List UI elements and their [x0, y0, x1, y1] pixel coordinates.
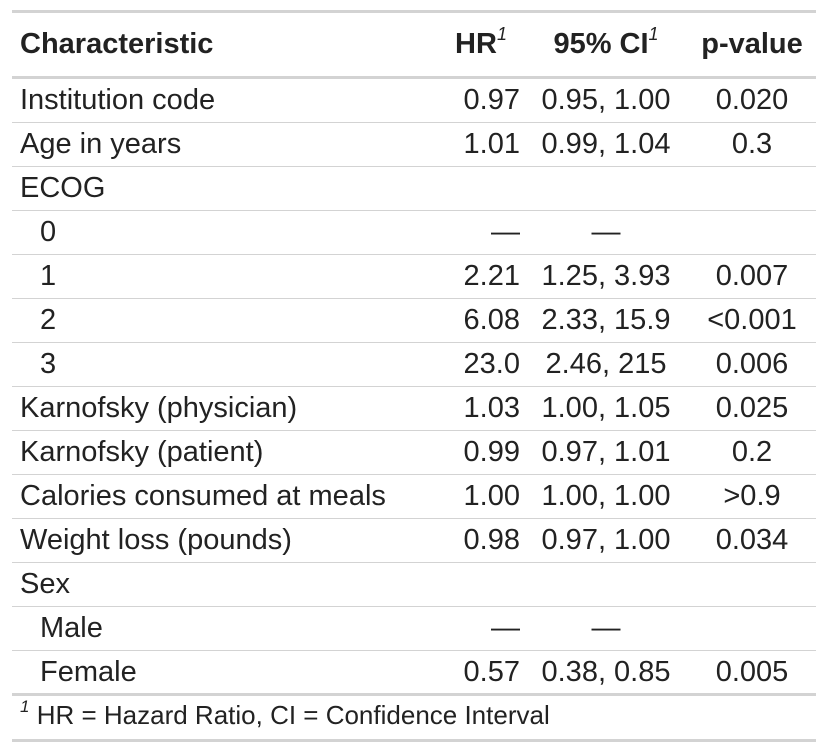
top-rule: [12, 10, 816, 13]
p-value: 0.3: [688, 122, 816, 167]
table-row: Institution code 0.97 0.95, 1.00 0.020: [12, 79, 816, 123]
hr-value: 1.01: [438, 122, 524, 167]
table-row: Karnofsky (patient) 0.99 0.97, 1.01 0.2: [12, 430, 816, 475]
footnote-marker: 1: [20, 697, 30, 716]
ci-value: 0.95, 1.00: [524, 79, 688, 123]
hr-value: 23.0: [438, 342, 524, 387]
table-row: Sex: [12, 562, 816, 607]
ci-footnote-marker: 1: [648, 24, 659, 44]
footnote-text: HR = Hazard Ratio, CI = Confidence Inter…: [36, 700, 550, 730]
hr-footnote-marker: 1: [496, 24, 507, 44]
ci-value: 0.99, 1.04: [524, 122, 688, 167]
hazard-ratio-table: Characteristic HR1 95% CI1 p-value Insti…: [12, 13, 816, 694]
ci-value: 2.33, 15.9: [524, 298, 688, 343]
ci-value: 1.00, 1.00: [524, 474, 688, 519]
p-value: <0.001: [688, 298, 816, 343]
hr-value: [438, 166, 524, 211]
header-pvalue: p-value: [701, 28, 803, 60]
p-value: [688, 166, 816, 211]
table-row: 3 23.0 2.46, 215 0.006: [12, 342, 816, 387]
p-value: 0.007: [688, 254, 816, 299]
header-characteristic: Characteristic: [20, 28, 214, 60]
table-row: Calories consumed at meals 1.00 1.00, 1.00…: [12, 474, 816, 519]
table-row: 2 6.08 2.33, 15.9 <0.001: [12, 298, 816, 343]
bottom-rule: [12, 693, 816, 696]
ci-value: [524, 562, 688, 607]
hr-value: 1.03: [438, 386, 524, 431]
p-value: 0.006: [688, 342, 816, 387]
ci-value: 1.25, 3.93: [524, 254, 688, 299]
table-row: Weight loss (pounds) 0.98 0.97, 1.00 0.034: [12, 518, 816, 563]
row-label: 3: [12, 342, 438, 387]
ci-value: 1.00, 1.05: [524, 386, 688, 431]
hr-value: 0.57: [463, 656, 520, 688]
table-row: Age in years 1.01 0.99, 1.04 0.3: [12, 122, 816, 167]
p-value: 0.034: [688, 518, 816, 563]
header-ci: 95% CI1: [553, 24, 659, 60]
row-label: Karnofsky (physician): [12, 386, 438, 431]
row-label: Calories consumed at meals: [12, 474, 438, 519]
row-label: Age in years: [12, 122, 438, 167]
row-label: ECOG: [12, 166, 438, 211]
hr-value: 0.97: [438, 79, 524, 123]
ci-value: 0.97, 1.01: [524, 430, 688, 475]
row-label: Institution code: [12, 79, 438, 123]
table-row: Male — —: [12, 606, 816, 651]
row-label: 0: [12, 210, 438, 255]
ci-value: —: [524, 210, 688, 255]
hr-value: —: [438, 606, 524, 651]
p-value: [688, 562, 816, 607]
hr-value: 0.98: [438, 518, 524, 563]
table-row: 1 2.21 1.25, 3.93 0.007: [12, 254, 816, 299]
ci-value: [524, 166, 688, 211]
header-rule: [12, 76, 816, 79]
p-value: [688, 210, 816, 255]
hr-value: 6.08: [438, 298, 524, 343]
p-value: [688, 606, 816, 651]
table-row: Karnofsky (physician) 1.03 1.00, 1.05 0.025: [12, 386, 816, 431]
hr-value: 2.21: [438, 254, 524, 299]
ci-value: 0.38, 0.85: [541, 656, 671, 688]
hr-value: [438, 562, 524, 607]
row-label: Sex: [12, 562, 438, 607]
hr-value: —: [438, 210, 524, 255]
p-value: 0.005: [715, 656, 789, 688]
p-value: 0.025: [688, 386, 816, 431]
table-row: ECOG: [12, 166, 816, 211]
table-footnote: 1 HR = Hazard Ratio, CI = Confidence Int…: [20, 697, 550, 731]
p-value: 0.2: [688, 430, 816, 475]
row-label: Female: [40, 656, 137, 688]
p-value: 0.020: [688, 79, 816, 123]
row-label: 1: [12, 254, 438, 299]
header-row: Characteristic HR1 95% CI1 p-value: [12, 13, 816, 76]
hr-value: 0.99: [438, 430, 524, 475]
hr-value: 1.00: [438, 474, 524, 519]
footer-rule: [12, 739, 816, 742]
ci-value: —: [524, 606, 688, 651]
table-row: Female 0.57 0.38, 0.85 0.005: [12, 651, 816, 695]
header-hr: HR1: [455, 24, 507, 60]
ci-value: 2.46, 215: [524, 342, 688, 387]
row-label: Male: [12, 606, 438, 651]
p-value: >0.9: [688, 474, 816, 519]
ci-value: 0.97, 1.00: [524, 518, 688, 563]
row-label: Weight loss (pounds): [12, 518, 438, 563]
table-row: 0— —: [12, 210, 816, 255]
row-label: Karnofsky (patient): [12, 430, 438, 475]
row-label: 2: [12, 298, 438, 343]
